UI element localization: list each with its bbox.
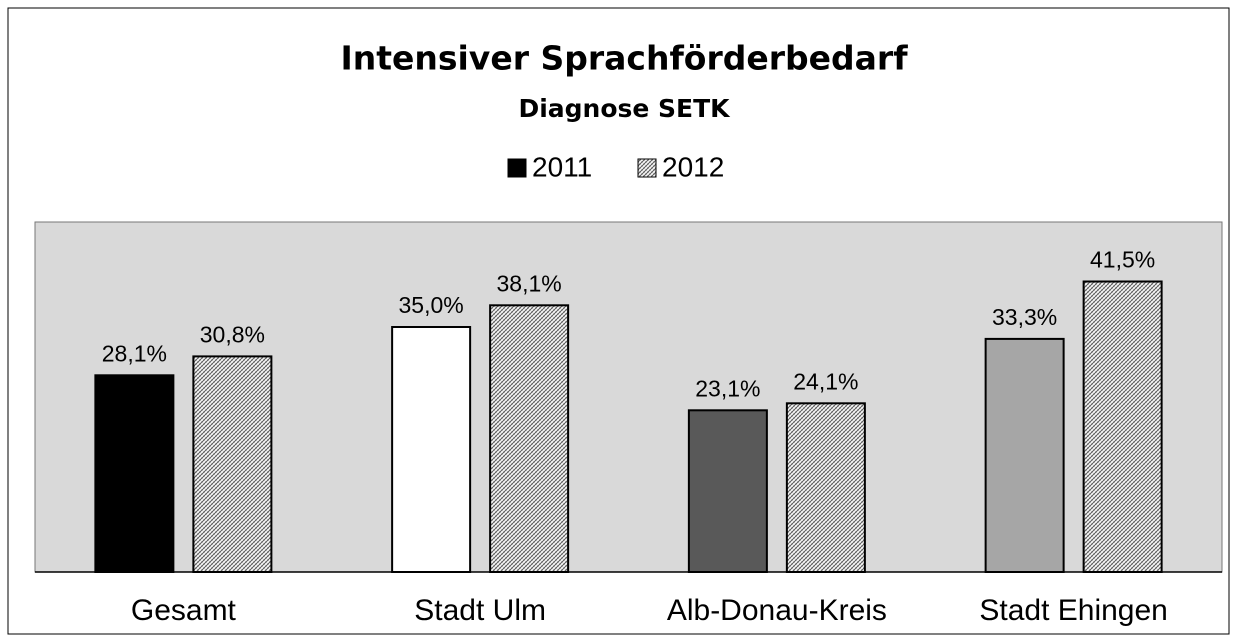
bar [391,326,472,573]
bar [94,374,175,573]
legend-swatch [637,158,657,178]
legend-label: 2012 [662,151,724,182]
data-label: 38,1% [497,270,562,296]
bar [984,337,1065,573]
bar [192,355,273,573]
legend-swatch [507,158,527,178]
x-tick-label: Stadt Ehingen [979,594,1167,627]
data-label: 30,8% [200,321,265,347]
data-label: 28,1% [102,340,167,366]
data-label: 33,3% [992,304,1057,330]
bar [785,402,866,573]
bar [1082,280,1163,573]
x-tick-label: Alb-Donau-Kreis [667,594,887,627]
bar [489,304,570,573]
x-tick-label: Stadt Ulm [414,594,546,627]
legend-label: 2011 [532,151,592,182]
data-label: 24,1% [793,368,858,394]
bar [687,409,768,573]
data-label: 23,1% [695,375,760,401]
data-label: 35,0% [399,292,464,318]
x-tick-label: Gesamt [131,594,237,627]
chart-title: Intensiver Sprachförderbedarf [340,39,908,78]
chart-subtitle: Diagnose SETK [518,94,731,123]
data-label: 41,5% [1090,247,1155,273]
